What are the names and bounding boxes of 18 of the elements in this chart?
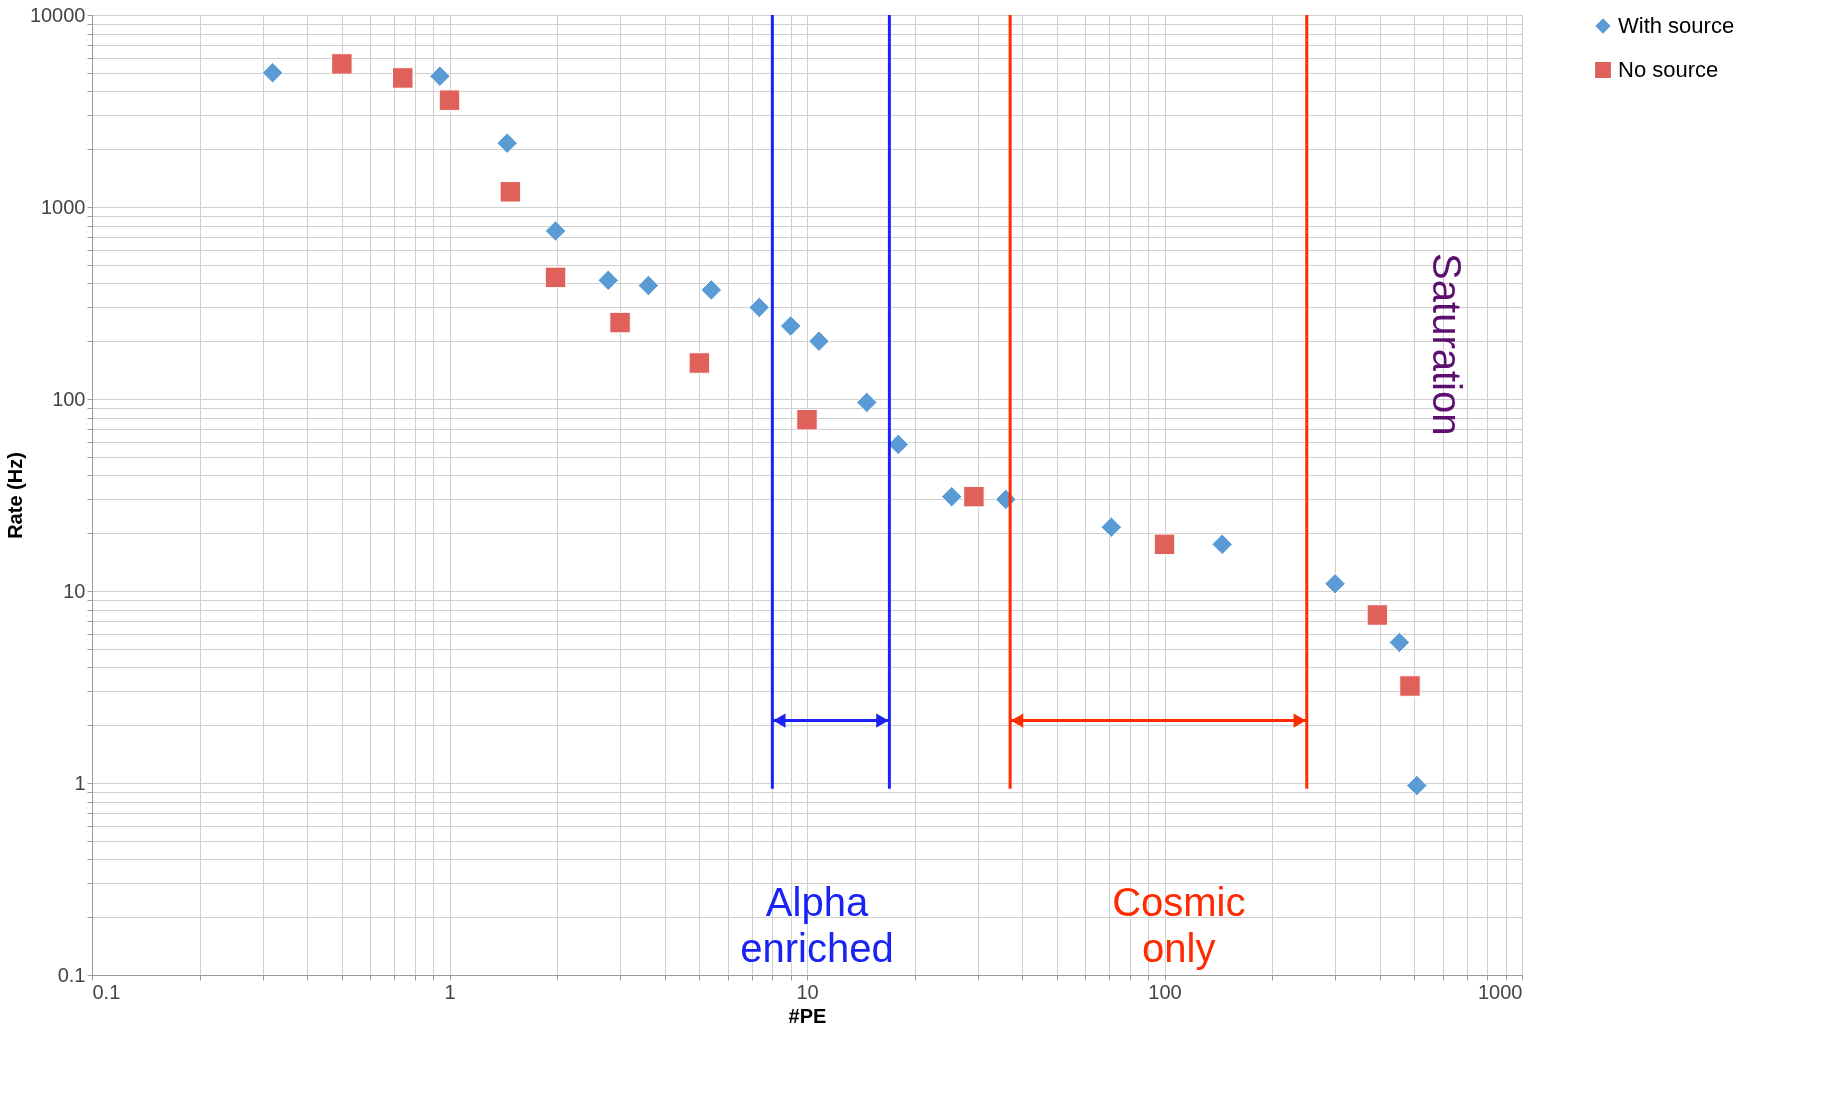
legend-label: No source bbox=[1618, 57, 1719, 82]
x-tick-label: 100 bbox=[1148, 980, 1182, 1003]
x-tick-label: 0.1 bbox=[92, 980, 121, 1003]
x-tick-label: 1000 bbox=[1478, 980, 1523, 1003]
y-tick-label: 10000 bbox=[29, 3, 86, 26]
y-tick-label: 0.1 bbox=[57, 963, 86, 986]
x-axis-title: #PE bbox=[788, 1004, 827, 1027]
y-tick-label: 10 bbox=[63, 579, 86, 602]
x-tick-label: 1 bbox=[444, 980, 456, 1003]
y-tick-label: 1 bbox=[74, 771, 86, 794]
annotation: Cosmic only bbox=[1112, 879, 1246, 970]
annotation: Alpha enriched bbox=[740, 879, 894, 970]
y-axis-title: Rate (Hz) bbox=[3, 452, 26, 539]
legend-label: With source bbox=[1618, 13, 1735, 38]
x-tick-label: 10 bbox=[796, 980, 819, 1003]
annotation: Saturation bbox=[1424, 253, 1469, 436]
y-tick-label: 100 bbox=[52, 387, 86, 410]
y-tick-label: 1000 bbox=[41, 195, 86, 218]
